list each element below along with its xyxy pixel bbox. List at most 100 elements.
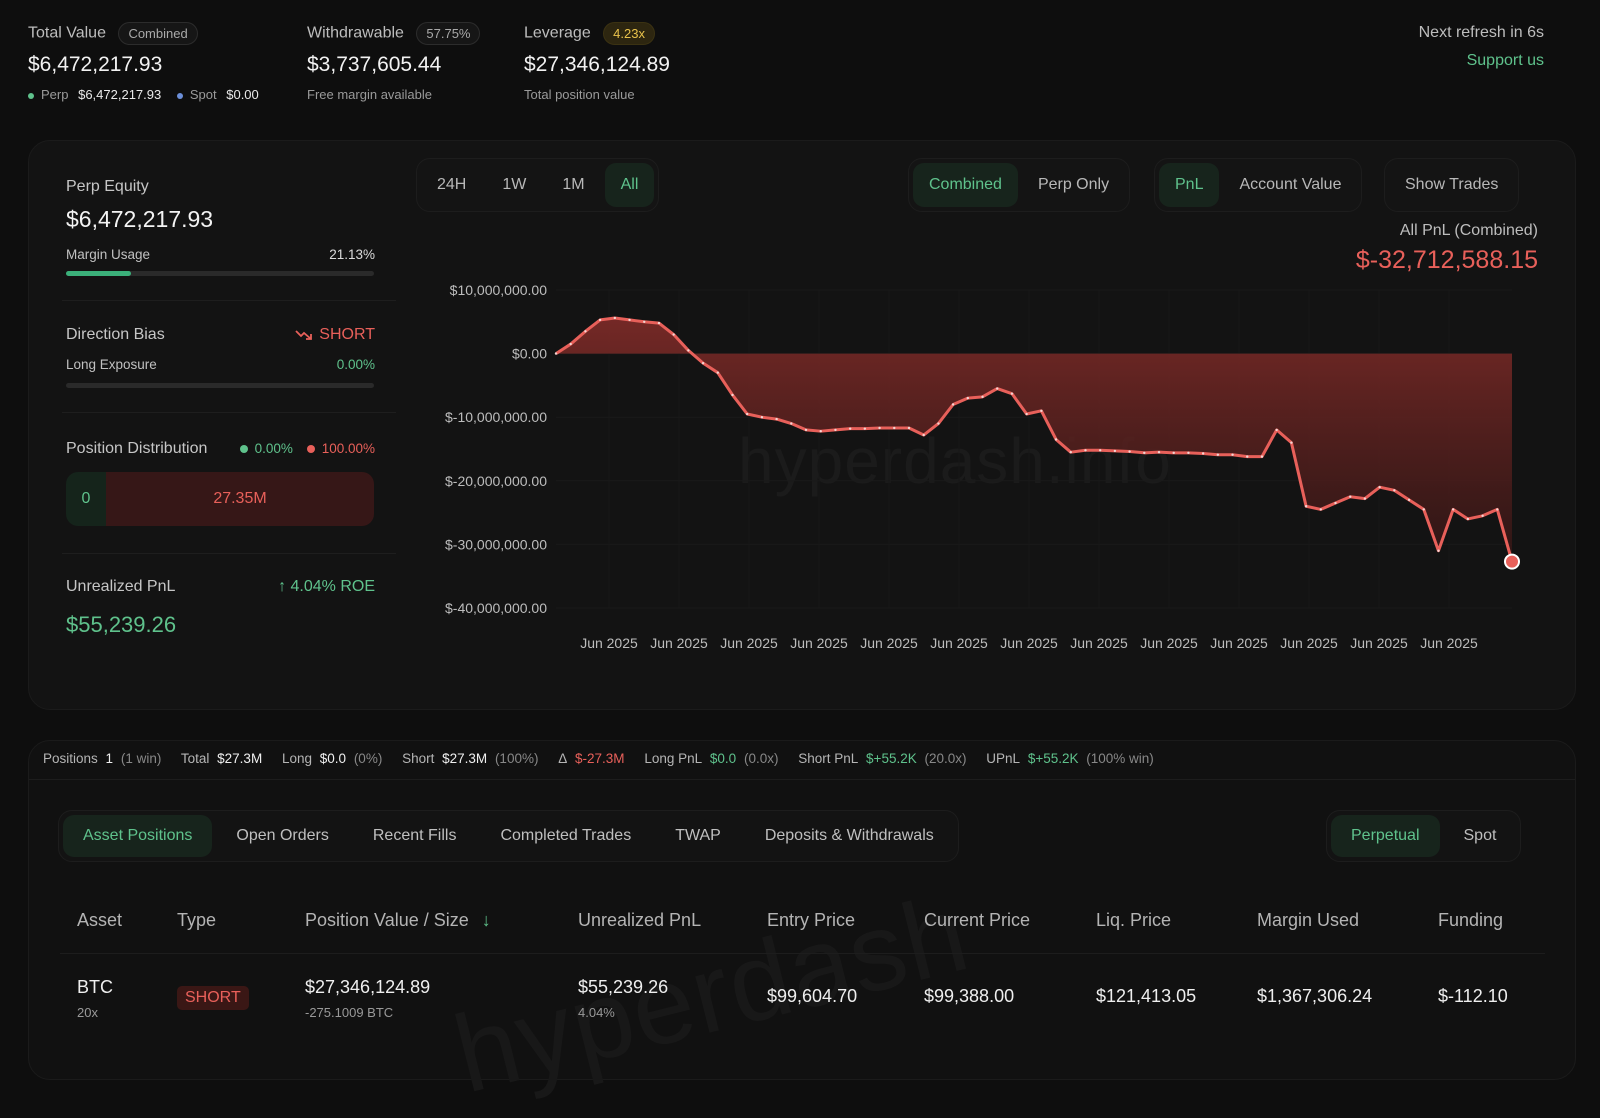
tab-recent-fills[interactable]: Recent Fills <box>372 827 457 844</box>
show-trades-button[interactable]: Show Trades <box>1405 176 1499 193</box>
data-point <box>878 426 881 430</box>
data-point <box>1040 409 1043 413</box>
row-position-size: -275.1009 BTC <box>305 1005 394 1020</box>
data-point <box>584 330 587 333</box>
y-tick-label: $-30,000,000.00 <box>445 536 547 552</box>
metric-account-value[interactable]: Account Value <box>1239 176 1342 193</box>
refresh-area: Next refresh in 6s Support us <box>1419 24 1544 70</box>
data-point <box>1246 455 1249 458</box>
data-point <box>1496 508 1499 511</box>
dist-long-pct: 0.00% <box>254 441 293 456</box>
data-point <box>951 403 955 406</box>
row-asset[interactable]: BTC <box>77 977 113 997</box>
summary-positions-sub: (1 win) <box>120 751 162 766</box>
total-value-breakdown: Perp $6,472,217.93 Spot $0.00 <box>28 87 259 102</box>
divider <box>62 412 396 413</box>
data-point <box>613 316 617 320</box>
metric-pnl[interactable]: PnL <box>1159 163 1220 207</box>
dist-short-amount: 27.35M <box>106 472 374 526</box>
perp-dot-icon <box>28 92 34 99</box>
range-all[interactable]: All <box>604 163 655 207</box>
y-tick-label: $10,000,000.00 <box>450 282 548 298</box>
col-position-value[interactable]: Position Value / Size ↓ <box>305 910 491 931</box>
data-point <box>1113 449 1117 453</box>
direction-bias-label: Direction Bias <box>66 326 165 343</box>
data-point <box>834 428 837 432</box>
mode-combined[interactable]: Combined <box>913 163 1018 207</box>
data-point <box>966 396 970 400</box>
x-tick-label: Jun 2025 <box>1000 635 1058 651</box>
col-position-value-label: Position Value / Size <box>305 910 469 930</box>
col-liq-price[interactable]: Liq. Price <box>1096 910 1172 930</box>
pnl-line <box>555 316 1514 562</box>
tab-open-orders[interactable]: Open Orders <box>236 827 329 844</box>
data-point <box>790 422 793 425</box>
perp-equity-value: $6,472,217.93 <box>66 206 214 232</box>
data-point <box>672 333 675 336</box>
x-tick-label: Jun 2025 <box>720 635 778 651</box>
data-point <box>701 361 705 365</box>
sort-down-icon: ↓ <box>481 910 491 930</box>
data-point <box>760 416 764 419</box>
margin-usage-fill <box>66 271 132 276</box>
col-unrealized-pnl[interactable]: Unrealized PnL <box>578 910 702 930</box>
support-link[interactable]: Support us <box>1466 52 1544 69</box>
col-margin-used[interactable]: Margin Used <box>1257 910 1360 930</box>
row-margin-used: $1,367,306.24 <box>1257 986 1373 1006</box>
summary-short-pnl-value: $+55.2K <box>866 751 917 766</box>
metric-selector: PnL Account Value <box>1154 158 1363 212</box>
tab-perpetual[interactable]: Perpetual <box>1331 815 1440 857</box>
row-leverage: 20x <box>77 1005 98 1020</box>
col-current-price[interactable]: Current Price <box>924 910 1031 930</box>
x-tick-label: Jun 2025 <box>650 635 708 651</box>
range-24h[interactable]: 24H <box>437 176 467 193</box>
tab-asset-positions[interactable]: Asset Positions <box>63 815 213 857</box>
x-tick-label: Jun 2025 <box>860 635 918 651</box>
y-tick-label: $-10,000,000.00 <box>445 409 547 425</box>
col-asset[interactable]: Asset <box>77 910 123 930</box>
data-point <box>819 429 822 433</box>
data-point <box>1363 497 1367 500</box>
data-point <box>1157 450 1161 454</box>
tab-spot[interactable]: Spot <box>1463 827 1497 844</box>
x-tick-label: Jun 2025 <box>1210 635 1268 651</box>
row-current-price: $99,388.00 <box>924 986 1015 1006</box>
range-1w[interactable]: 1W <box>502 176 527 193</box>
data-point <box>1304 505 1308 508</box>
data-point <box>1437 549 1440 552</box>
tab-twap[interactable]: TWAP <box>675 827 721 844</box>
spot-label: Spot <box>189 87 217 102</box>
row-entry-price: $99,604.70 <box>767 986 858 1006</box>
leverage-stat: Leverage 4.23x $27,346,124.89 Total posi… <box>524 22 670 102</box>
x-tick-label: Jun 2025 <box>580 635 638 651</box>
mode-perp-only[interactable]: Perp Only <box>1037 176 1110 193</box>
row-funding: $-112.10 <box>1438 986 1508 1006</box>
positions-panel: Positions 1 (1 win) Total $27.3M Long $0… <box>28 740 1576 1080</box>
data-point <box>1334 501 1337 505</box>
data-point <box>1025 412 1028 416</box>
data-point <box>731 393 734 397</box>
x-tick-label: Jun 2025 <box>930 635 988 651</box>
tab-deposits-withdrawals[interactable]: Deposits & Withdrawals <box>764 827 934 844</box>
col-type[interactable]: Type <box>177 910 217 930</box>
col-funding[interactable]: Funding <box>1438 910 1504 930</box>
chart-header-value: $-32,712,588.15 <box>1355 246 1538 274</box>
tab-completed-trades[interactable]: Completed Trades <box>500 827 632 844</box>
summary-short-value: $27.3M <box>442 751 488 766</box>
divider <box>62 300 396 301</box>
positions-tabs: Asset Positions Open Orders Recent Fills… <box>58 810 959 862</box>
range-1m[interactable]: 1M <box>562 176 585 193</box>
col-entry-price[interactable]: Entry Price <box>767 910 856 930</box>
summary-delta-value: $-27.3M <box>575 751 625 766</box>
combined-pill[interactable]: Combined <box>118 22 198 45</box>
divider <box>60 953 1545 954</box>
distribution-bar: 0 27.35M <box>66 472 374 526</box>
summary-upnl-value: $+55.2K <box>1027 751 1079 766</box>
data-point <box>1407 498 1411 502</box>
arrow-up-icon: ↑ <box>278 578 287 595</box>
withdrawable-sub: Free margin available <box>307 87 433 102</box>
total-value-stat: Total Value Combined $6,472,217.93 Perp … <box>28 22 259 102</box>
data-point <box>598 318 602 322</box>
perp-equity-label: Perp Equity <box>66 178 149 195</box>
long-dot-icon <box>239 445 248 454</box>
